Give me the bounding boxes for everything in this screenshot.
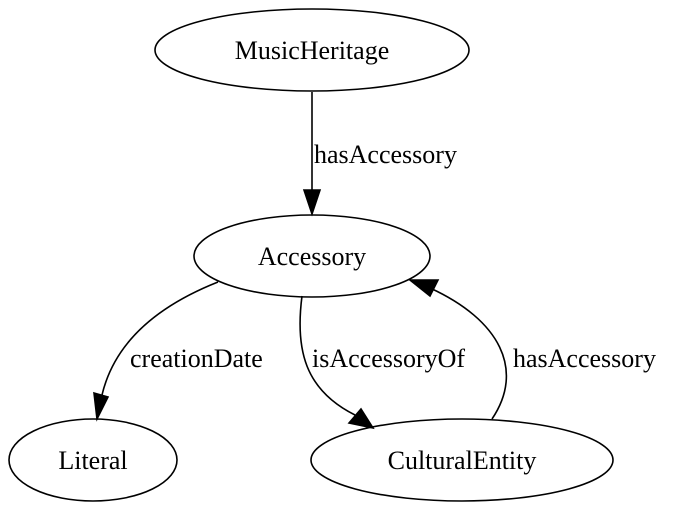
edge-cultural-entity-to-accessory-arrowhead: [407, 279, 440, 298]
node-literal-label: Literal: [58, 446, 127, 475]
edge-music-heritage-to-accessory-arrowhead: [302, 189, 322, 217]
node-music-heritage-label: MusicHeritage: [235, 36, 390, 65]
edge-accessory-to-cultural-entity-arrowhead: [347, 407, 375, 430]
node-music-heritage-shape: [154, 8, 470, 92]
edge-cultural-entity-to-accessory-line: [429, 287, 508, 420]
node-literal: Literal: [8, 418, 178, 502]
edge-accessory-to-cultural-entity: isAccessoryOf: [299, 295, 465, 430]
edge-cultural-entity-to-accessory-label: hasAccessory: [513, 344, 656, 373]
edge-accessory-to-cultural-entity-line: [299, 295, 356, 416]
node-literal-shape: [8, 418, 178, 502]
edge-accessory-to-literal-label: creationDate: [130, 344, 263, 373]
node-cultural-entity-label: CulturalEntity: [388, 446, 537, 475]
edge-accessory-to-literal-line: [101, 281, 219, 396]
node-cultural-entity: CulturalEntity: [310, 418, 614, 502]
node-music-heritage: MusicHeritage: [154, 8, 470, 92]
node-accessory-label: Accessory: [258, 242, 366, 271]
node-accessory: Accessory: [193, 214, 431, 298]
edge-cultural-entity-to-accessory: hasAccessory: [407, 279, 656, 420]
node-cultural-entity-shape: [310, 418, 614, 502]
edge-music-heritage-to-accessory-label: hasAccessory: [314, 140, 457, 169]
edge-accessory-to-literal: creationDate: [93, 281, 263, 422]
edge-accessory-to-cultural-entity-label: isAccessoryOf: [312, 344, 465, 373]
edge-accessory-to-literal-arrowhead: [93, 391, 110, 422]
edge-music-heritage-to-accessory: hasAccessory: [302, 92, 457, 217]
